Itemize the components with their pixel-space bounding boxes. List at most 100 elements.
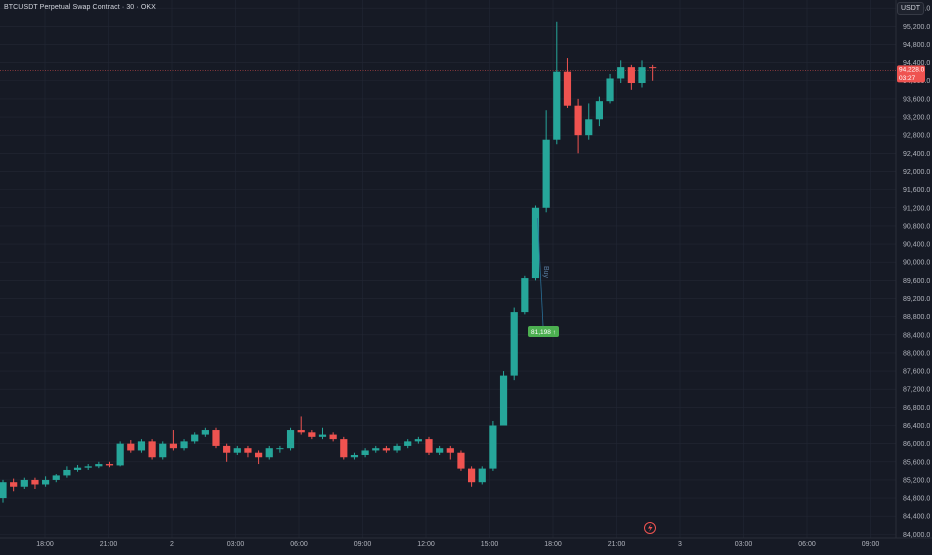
candle-body [244, 448, 252, 453]
candle[interactable] [478, 466, 486, 485]
candle[interactable] [372, 445, 380, 453]
candle-body [95, 464, 103, 467]
candle[interactable] [468, 466, 476, 487]
candle-body [425, 439, 433, 453]
candle-body [446, 448, 454, 453]
candle[interactable] [542, 110, 550, 213]
annotation-label-box[interactable] [528, 326, 559, 337]
candle[interactable] [212, 427, 220, 449]
candle[interactable] [180, 439, 188, 451]
candle-body [617, 67, 625, 79]
candle[interactable] [329, 432, 337, 442]
candle[interactable] [553, 21, 561, 145]
candle[interactable] [191, 432, 199, 444]
candle[interactable] [585, 103, 593, 140]
candle[interactable] [116, 441, 124, 467]
candle[interactable] [457, 450, 465, 471]
candle[interactable] [393, 443, 401, 453]
candle[interactable] [318, 427, 327, 440]
annotation-label: 81,198 ↑ [531, 329, 556, 336]
chart-title: BTCUSDT Perpetual Swap Contract · 30 · O… [4, 4, 156, 11]
x-tick-label: 06:00 [290, 541, 308, 548]
y-tick-label: 95,200.0 [903, 24, 930, 31]
candle[interactable] [244, 445, 252, 458]
candle[interactable] [127, 440, 135, 453]
candle-body [649, 67, 657, 69]
candle[interactable] [84, 464, 92, 470]
candle[interactable] [276, 445, 284, 453]
candle[interactable] [223, 443, 231, 462]
candle[interactable] [265, 445, 273, 460]
candle-body [350, 454, 359, 458]
candle[interactable] [0, 479, 7, 503]
candle[interactable] [617, 60, 625, 84]
time-axis[interactable]: 18:00 21:00 2 03:00 06:00 09:00 12:00 15:00 18:0… [36, 541, 879, 548]
candle-body [308, 432, 316, 437]
candle[interactable] [649, 64, 657, 81]
candle[interactable] [510, 307, 518, 381]
candle[interactable] [638, 60, 646, 88]
candle[interactable] [531, 205, 540, 281]
candle[interactable] [308, 430, 316, 440]
candle-body [20, 479, 28, 487]
candle[interactable] [10, 478, 18, 492]
candle[interactable] [52, 474, 60, 483]
candle[interactable] [201, 427, 209, 437]
candle[interactable] [42, 476, 50, 487]
candle[interactable] [255, 450, 263, 465]
candle[interactable] [95, 461, 103, 469]
x-tick-label: 21:00 [100, 541, 118, 548]
candle[interactable] [350, 452, 359, 460]
candle[interactable] [31, 477, 39, 490]
candle[interactable] [446, 445, 454, 460]
candle[interactable] [137, 439, 146, 453]
candle[interactable] [63, 466, 71, 478]
y-tick-label: 90,400.0 [903, 242, 930, 249]
candle[interactable] [606, 73, 614, 104]
candle[interactable] [574, 98, 582, 154]
y-tick-label: 91,600.0 [903, 187, 930, 194]
y-tick-label: 85,600.0 [903, 459, 930, 466]
y-tick-label: 93,600.0 [903, 96, 930, 103]
candle[interactable] [404, 439, 412, 449]
candle-body [499, 375, 508, 426]
candle[interactable] [233, 445, 241, 455]
candle[interactable] [340, 436, 348, 460]
candle[interactable] [563, 58, 572, 108]
y-tick-label: 92,400.0 [903, 151, 930, 158]
candle[interactable] [159, 441, 167, 460]
candle[interactable] [105, 461, 114, 468]
candle[interactable] [382, 445, 390, 453]
candle[interactable] [414, 436, 422, 444]
candle[interactable] [73, 464, 82, 472]
candle[interactable] [521, 275, 529, 315]
currency-button[interactable]: USDT [897, 2, 924, 15]
candle-body [563, 71, 572, 106]
candle[interactable] [436, 445, 444, 455]
candle[interactable] [489, 420, 497, 471]
candle[interactable] [286, 427, 295, 451]
candle-body [286, 430, 295, 449]
candle[interactable] [148, 439, 156, 460]
candle[interactable] [425, 436, 433, 455]
price-axis[interactable]: 84,000.0 84,400.0 84,800.0 85,200.0 85,600.0… [903, 6, 930, 539]
trade-annotation[interactable]: Buy 81,198 ↑ [528, 217, 559, 337]
candle[interactable] [20, 477, 28, 490]
y-tick-label: 84,400.0 [903, 514, 930, 521]
candle-body [606, 78, 614, 102]
candle[interactable] [499, 371, 508, 426]
candle[interactable] [627, 64, 635, 90]
annotation-text: Buy [542, 266, 549, 279]
candle-body [42, 479, 50, 485]
lightning-icon[interactable] [644, 522, 656, 534]
candles[interactable] [0, 21, 657, 503]
candle-body [191, 434, 199, 442]
candle-body [595, 101, 603, 120]
candle-body [489, 425, 497, 469]
candle[interactable] [595, 96, 603, 127]
candle[interactable] [361, 448, 369, 458]
candle[interactable] [297, 416, 305, 435]
candle[interactable] [169, 430, 177, 451]
